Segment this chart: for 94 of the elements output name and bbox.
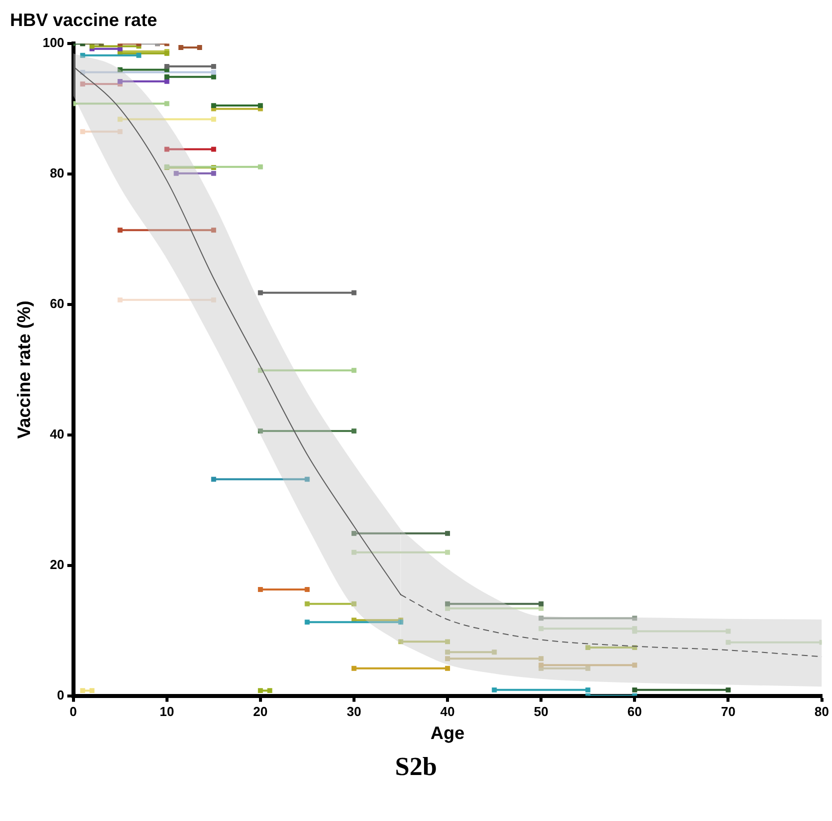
point [304, 601, 310, 606]
point [164, 74, 170, 80]
point [80, 82, 86, 87]
y-tick-label: 0 [57, 687, 64, 702]
text: S2b [394, 752, 438, 782]
point [538, 626, 544, 632]
point [445, 606, 450, 611]
point [90, 688, 94, 694]
x-tick-label: 10 [160, 704, 174, 720]
point [726, 640, 731, 645]
x-tick-label: 80 [814, 704, 830, 720]
point [445, 656, 450, 662]
point [632, 662, 638, 668]
point [211, 74, 216, 80]
point [174, 170, 179, 176]
x-tick-label: 60 [627, 704, 642, 720]
point [258, 587, 263, 592]
point [80, 52, 86, 58]
point [445, 666, 450, 671]
point [726, 628, 731, 634]
point [585, 645, 590, 650]
y-tick-label: 20 [50, 556, 64, 572]
point [538, 601, 544, 606]
point [304, 476, 310, 482]
point [632, 626, 638, 632]
y-tick-label: 40 [50, 426, 64, 442]
point [538, 662, 544, 668]
point [211, 70, 216, 75]
point [445, 650, 450, 655]
point [211, 103, 216, 108]
y-tick-label: 60 [50, 296, 64, 312]
point [211, 146, 216, 152]
point [445, 530, 450, 536]
point [164, 78, 170, 84]
point [351, 601, 356, 606]
x-tick-label: 40 [440, 704, 455, 720]
x-axis-title: Age [430, 723, 465, 744]
point [164, 146, 170, 152]
x-tick-label: 70 [720, 704, 736, 720]
point [80, 129, 86, 134]
point [632, 616, 638, 621]
point [351, 666, 356, 671]
point [304, 587, 310, 592]
y-axis-title: Vaccine rate (%) [14, 300, 34, 439]
point [492, 687, 497, 692]
point [211, 170, 216, 176]
point [351, 530, 356, 536]
point [136, 52, 142, 58]
point [164, 101, 170, 106]
point [351, 290, 356, 296]
x-tick-label: 50 [534, 704, 548, 720]
point [258, 103, 263, 108]
point [164, 64, 170, 69]
chart-title: HBV vaccine rate [10, 10, 158, 30]
point [80, 688, 86, 694]
point [267, 688, 272, 694]
point [445, 601, 450, 606]
point [118, 228, 123, 233]
point [351, 428, 356, 434]
point [258, 428, 263, 434]
point [258, 290, 263, 296]
x-tick-label: 20 [253, 704, 268, 720]
point [538, 606, 544, 611]
point [211, 297, 216, 302]
x-tick-label: 0 [70, 704, 77, 720]
point [726, 687, 731, 692]
point [304, 620, 310, 625]
point [211, 228, 216, 233]
point [492, 650, 497, 655]
point [445, 639, 450, 644]
point [211, 64, 216, 69]
point [178, 45, 184, 50]
point [632, 687, 638, 692]
point [118, 67, 123, 72]
point [398, 639, 404, 644]
point [118, 129, 123, 134]
point [445, 550, 450, 555]
point [211, 476, 216, 482]
y-tick-label: 100 [42, 35, 64, 50]
point [118, 116, 123, 122]
point [258, 688, 263, 694]
point [351, 368, 356, 373]
point [585, 687, 590, 692]
point [258, 164, 263, 170]
x-tick-label: 30 [346, 704, 362, 720]
y-tick-label: 80 [50, 166, 64, 181]
point [351, 550, 356, 555]
point [211, 116, 216, 122]
point [197, 45, 202, 50]
point [538, 616, 544, 621]
point [118, 297, 123, 302]
point [538, 656, 544, 662]
point [585, 666, 590, 671]
point [118, 78, 123, 84]
